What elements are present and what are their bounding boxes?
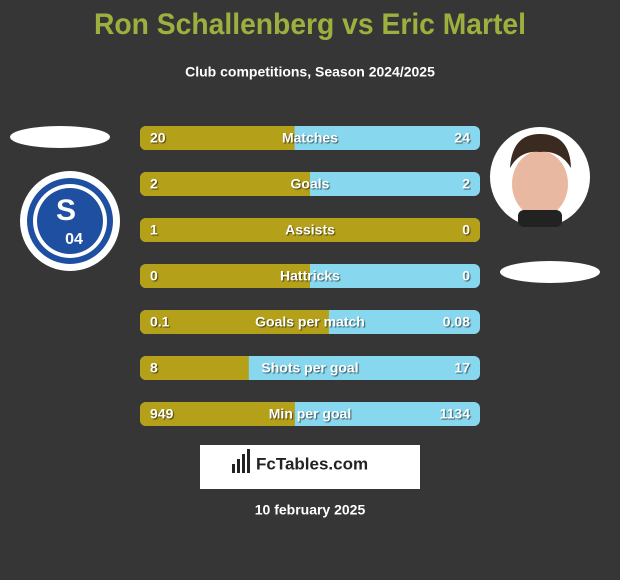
right-value: 24 [454,130,470,146]
club-logo: S 04 [20,171,120,271]
bar-left [140,218,480,242]
bar-left [140,402,295,426]
category-label: Hattricks [280,268,340,284]
left-value: 0.1 [150,314,170,330]
right-value: 0 [462,222,470,238]
category-label: Goals per match [255,314,365,330]
category-label: Assists [285,222,335,238]
bar-left [140,264,310,288]
right-value: 0 [462,268,470,284]
bar-left [140,126,295,150]
brand-box: FcTables.com [200,445,420,489]
bar-left [140,356,249,380]
left-value: 2 [150,176,158,192]
right-value: 17 [454,360,470,376]
right-value: 2 [462,176,470,192]
date: 10 february 2025 [255,502,366,518]
left-value: 20 [150,130,166,146]
player-photo [490,127,590,227]
bar-left [140,310,329,334]
left-value: 1 [150,222,158,238]
category-label: Shots per goal [261,360,358,376]
left-value: 0 [150,268,158,284]
left-badge [10,126,110,148]
bar-left [140,172,310,196]
left-value: 8 [150,360,158,376]
right-value: 0.08 [443,314,470,330]
chart-title: Ron Schallenberg vs Eric Martel [94,8,526,41]
category-label: Min per goal [269,406,351,422]
brand: FcTables.com [256,454,368,473]
chart-subtitle: Club competitions, Season 2024/2025 [185,64,435,80]
right-value: 1134 [440,406,471,422]
svg-text:S: S [56,194,76,227]
svg-text:04: 04 [65,231,83,248]
category-label: Matches [282,130,338,146]
category-label: Goals [291,176,330,192]
right-badge [500,261,600,283]
left-value: 949 [150,406,174,422]
